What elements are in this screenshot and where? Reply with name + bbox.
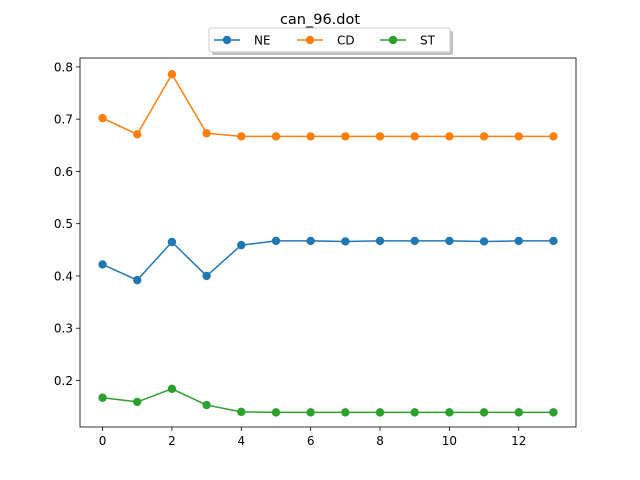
series-line-cd [102, 73, 554, 138]
data-point-cd [375, 132, 385, 141]
y-tick-label: 0.2 [54, 374, 73, 388]
legend-marker [305, 35, 315, 45]
y-tick-label: 0.6 [54, 165, 73, 179]
legend-label: CD [337, 34, 355, 48]
data-point-cd [445, 132, 454, 141]
x-tick-label: 6 [307, 434, 315, 448]
series-layer [98, 70, 558, 417]
data-point-st [341, 408, 350, 417]
data-point-ne [514, 236, 523, 246]
series-ne [98, 236, 558, 285]
data-point-ne [202, 271, 211, 281]
data-point-cd [549, 132, 558, 141]
data-point-cd [514, 132, 523, 141]
series-line-st [102, 388, 554, 414]
data-point-st [479, 408, 489, 417]
y-tick-label: 0.4 [54, 269, 73, 283]
data-point-ne [375, 236, 385, 246]
y-axis: 0.2 0.3 0.4 0.5 0.6 0.7 0.8 [54, 60, 80, 388]
data-point-st [202, 400, 211, 410]
data-point-st [133, 397, 142, 407]
y-tick-label: 0.5 [54, 217, 73, 231]
data-point-cd [133, 130, 142, 139]
x-tick-label: 10 [442, 434, 457, 448]
legend-item-cd: CD [297, 34, 355, 48]
x-tick-label: 2 [168, 434, 176, 448]
data-point-st [237, 407, 246, 417]
data-point-cd [237, 132, 246, 141]
data-point-cd [202, 129, 211, 138]
x-tick-label: 0 [99, 434, 107, 448]
data-point-ne [133, 275, 142, 285]
data-point-cd [410, 132, 419, 141]
chart-title: can_96.dot [280, 12, 360, 28]
legend-marker [388, 35, 398, 45]
data-point-st [375, 408, 385, 417]
data-point-st [98, 393, 107, 402]
legend-item-st: ST [380, 34, 436, 48]
data-point-st [306, 408, 315, 417]
legend-marker [222, 35, 232, 45]
data-point-cd [306, 132, 315, 141]
y-tick-label: 0.3 [54, 322, 73, 336]
legend-item-ne: NE [214, 34, 271, 48]
series-line-ne [102, 240, 554, 281]
plot-frame [79, 57, 577, 428]
data-point-ne [167, 237, 177, 247]
data-point-st [445, 408, 454, 417]
data-point-ne [445, 236, 454, 246]
data-point-cd [271, 132, 281, 141]
legend-box [208, 27, 451, 53]
data-point-ne [98, 260, 107, 269]
data-point-cd [479, 132, 489, 141]
data-point-cd [341, 132, 350, 141]
data-point-st [271, 408, 281, 417]
legend-label: NE [254, 34, 271, 48]
data-point-cd [98, 113, 107, 123]
x-axis: 0 2 4 6 8 10 12 [99, 427, 526, 448]
series-cd [98, 70, 558, 141]
data-point-ne [237, 240, 246, 250]
x-tick-label: 12 [511, 434, 526, 448]
data-point-ne [341, 237, 350, 246]
data-point-cd [167, 70, 177, 79]
data-point-st [167, 384, 177, 394]
legend: NE CD ST [208, 27, 453, 55]
x-tick-label: 8 [376, 434, 384, 448]
y-tick-label: 0.7 [54, 113, 73, 127]
data-point-st [549, 408, 558, 417]
legend-label: ST [420, 34, 436, 48]
data-point-st [410, 408, 419, 417]
x-tick-label: 4 [237, 434, 245, 448]
data-point-ne [549, 236, 558, 246]
series-st [98, 384, 558, 417]
data-point-ne [271, 236, 281, 246]
data-point-ne [410, 236, 419, 246]
data-point-st [514, 408, 523, 417]
y-tick-label: 0.8 [54, 60, 73, 74]
data-point-ne [306, 236, 315, 246]
data-point-ne [479, 237, 489, 246]
